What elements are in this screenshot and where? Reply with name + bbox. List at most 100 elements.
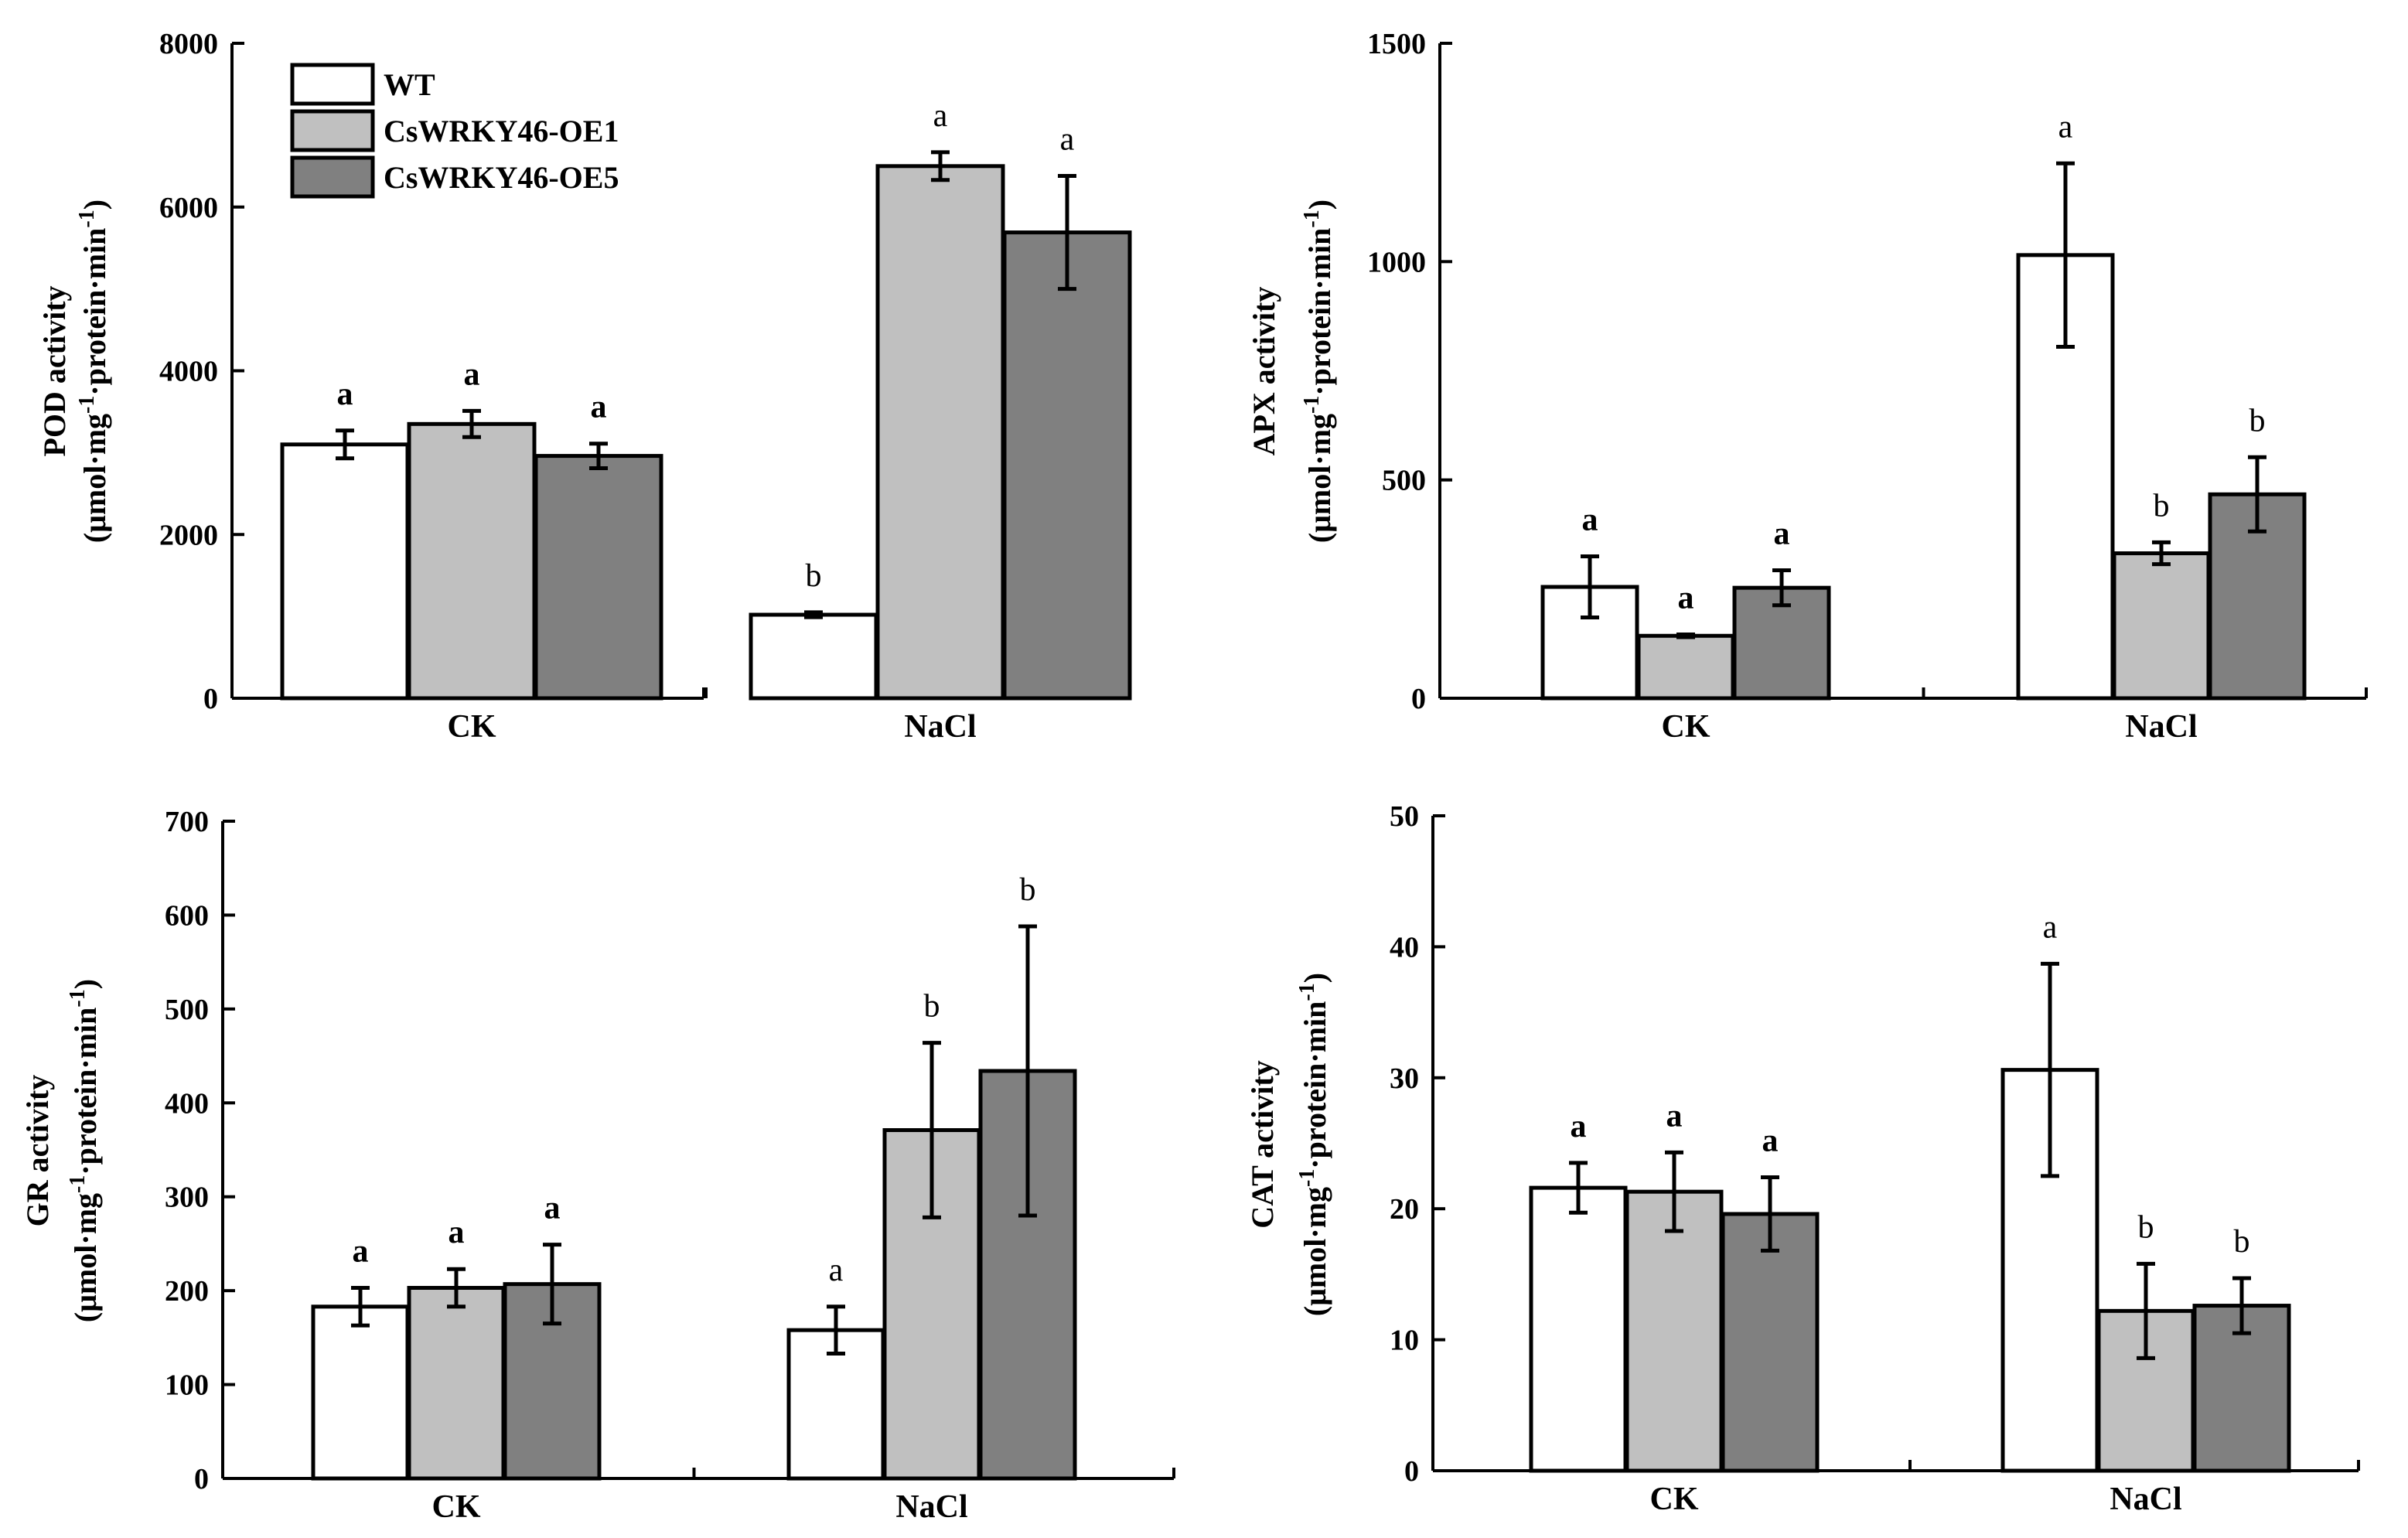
bar xyxy=(1002,230,1132,701)
bar xyxy=(1721,1212,1820,1473)
significance-letter: b xyxy=(806,558,822,594)
significance-letter: b xyxy=(1020,872,1036,908)
significance-letter: a xyxy=(1571,1109,1587,1144)
y-tick-label: 1000 xyxy=(1367,246,1426,278)
y-axis-label-superscript: -1 xyxy=(75,396,99,414)
y-axis-label-part: ) xyxy=(77,199,112,210)
y-axis-label-part: ·protein·min xyxy=(1298,1001,1332,1169)
bar xyxy=(875,164,1005,701)
x-category-label: CK xyxy=(1662,709,1710,745)
y-axis-label-superscript: -1 xyxy=(1300,396,1324,414)
significance-letter: a xyxy=(1774,517,1790,552)
y-axis-label-superscript: -1 xyxy=(1300,210,1324,227)
y-axis-label-part: ) xyxy=(1302,199,1337,210)
significance-letter: a xyxy=(337,377,353,412)
legend-swatch xyxy=(290,155,375,199)
y-axis-label-part: ·protein·min xyxy=(77,228,112,396)
significance-letter: b xyxy=(2138,1209,2154,1245)
y-tick-label: 700 xyxy=(165,806,209,838)
chart-panel-top-right: 0 500 1000 1500 CK NaCl a a a b a b APX activity (μmo… xyxy=(1247,28,2368,745)
y-tick-label: 0 xyxy=(1411,683,1426,715)
significance-letter: b xyxy=(2249,403,2266,438)
significance-letter: b xyxy=(924,989,940,1025)
bar xyxy=(534,454,663,701)
bar xyxy=(1636,633,1735,701)
y-tick-label: 500 xyxy=(165,994,209,1026)
x-category-label: CK xyxy=(1650,1482,1699,1517)
y-tick-label: 0 xyxy=(1404,1455,1419,1488)
y-axis-label-part: (μmol·mg xyxy=(1302,414,1337,543)
y-tick-label: 40 xyxy=(1390,931,1419,963)
y-axis-label-part: (μmol·mg xyxy=(68,1193,103,1322)
y-tick-label: 0 xyxy=(194,1463,209,1495)
y-tick-label: 20 xyxy=(1390,1193,1419,1226)
y-axis-label-part: ·protein·min xyxy=(68,1008,103,1175)
y-axis-label-superscript: -1 xyxy=(1295,1169,1319,1187)
y-axis-label-name: APX activity xyxy=(1247,287,1281,456)
significance-letter: a xyxy=(591,390,607,425)
y-tick-label: 500 xyxy=(1382,465,1426,497)
y-tick-label: 600 xyxy=(165,899,209,932)
significance-letter: a xyxy=(544,1191,561,1226)
bar xyxy=(1529,1185,1628,1473)
significance-letter: a xyxy=(1762,1124,1779,1159)
significance-letter: a xyxy=(1666,1098,1683,1134)
chart-panel-bottom-right: 0 10 20 30 40 50 CK NaCl a a a b a b CAT activity (μmol… xyxy=(1245,800,2360,1517)
significance-letter: a xyxy=(353,1234,369,1270)
y-tick-label: 2000 xyxy=(159,519,218,551)
y-axis-label-name: CAT activity xyxy=(1245,1060,1280,1228)
y-axis-label-superscript: -1 xyxy=(75,210,99,227)
y-axis-label-part: ·protein·min xyxy=(1302,228,1337,396)
bar xyxy=(311,1304,410,1481)
bar xyxy=(280,442,410,701)
significance-letter: a xyxy=(2058,109,2073,145)
y-tick-label: 50 xyxy=(1390,800,1419,833)
bar xyxy=(407,421,537,701)
bar xyxy=(749,612,878,701)
significance-letter: a xyxy=(449,1215,465,1250)
legend-label: WT xyxy=(384,67,435,102)
y-tick-label: 200 xyxy=(165,1275,209,1308)
x-category-label: CK xyxy=(448,709,496,745)
y-axis-label-unit: (μmol·mg-1·protein·min-1) xyxy=(1300,199,1338,543)
x-category-label: NaCl xyxy=(895,1489,967,1525)
significance-letter: a xyxy=(933,98,948,134)
y-tick-label: 300 xyxy=(165,1182,209,1214)
y-tick-label: 10 xyxy=(1390,1325,1419,1357)
y-axis-label-name: GR activity xyxy=(20,1075,55,1227)
y-axis-label-part: (μmol·mg xyxy=(77,414,112,543)
y-tick-label: 100 xyxy=(165,1369,209,1402)
legend-label: CsWRKY46-OE1 xyxy=(384,114,619,148)
x-category-label: NaCl xyxy=(904,709,976,745)
significance-letter: a xyxy=(1060,122,1075,158)
legend-label: CsWRKY46-OE5 xyxy=(384,160,619,195)
y-tick-label: 0 xyxy=(203,683,218,715)
significance-letter: a xyxy=(2043,909,2058,945)
significance-letter: a xyxy=(464,356,480,392)
significance-letter: b xyxy=(2234,1224,2250,1260)
y-axis-label-unit: (μmol·mg-1·protein·min-1) xyxy=(75,199,113,543)
y-axis-label-part: (μmol·mg xyxy=(1298,1187,1332,1316)
y-axis-label-superscript: -1 xyxy=(66,1175,90,1193)
x-category-label: NaCl xyxy=(2110,1482,2181,1517)
bar xyxy=(2112,551,2211,701)
y-tick-label: 6000 xyxy=(159,192,218,224)
y-axis-label-superscript: -1 xyxy=(66,989,90,1007)
legend: WT CsWRKY46-OE1 CsWRKY46-OE5 xyxy=(290,63,619,199)
significance-letter: a xyxy=(1582,502,1598,537)
y-axis-label-name: POD activity xyxy=(37,285,72,456)
legend-swatch xyxy=(290,109,375,152)
y-tick-label: 1500 xyxy=(1367,28,1426,60)
y-axis-label-unit: (μmol·mg-1·protein·min-1) xyxy=(1295,973,1333,1316)
significance-letter: a xyxy=(829,1253,844,1288)
y-tick-label: 30 xyxy=(1390,1062,1419,1095)
x-category-label: NaCl xyxy=(2125,709,2197,745)
x-category-label: CK xyxy=(432,1489,481,1525)
significance-letter: b xyxy=(2154,488,2170,523)
y-tick-label: 8000 xyxy=(159,28,218,60)
y-axis-label-part: ) xyxy=(68,979,103,989)
bar xyxy=(407,1286,506,1481)
y-tick-label: 4000 xyxy=(159,356,218,388)
bar xyxy=(1625,1189,1724,1473)
